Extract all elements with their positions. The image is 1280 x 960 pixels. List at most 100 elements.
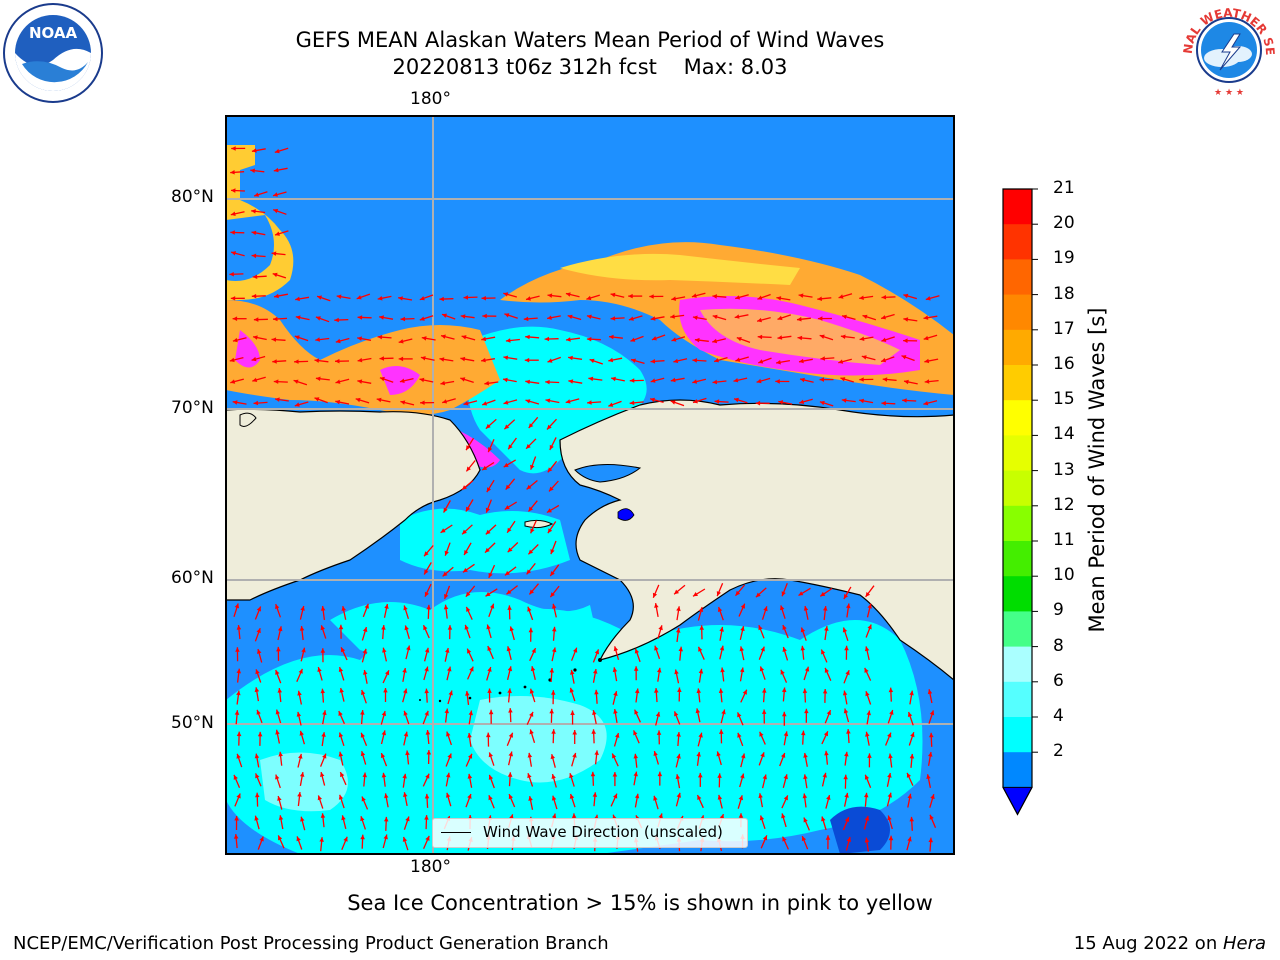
wave-arrow-head bbox=[881, 295, 887, 300]
wave-arrow-head bbox=[467, 773, 473, 779]
noaa-logo: NOAA bbox=[2, 2, 104, 104]
wave-arrow-head bbox=[551, 690, 556, 695]
wave-arrow-head bbox=[297, 690, 302, 696]
wave-arrow-head bbox=[633, 753, 638, 759]
wave-arrow-head bbox=[777, 315, 783, 321]
wave-arrow-head bbox=[504, 313, 510, 318]
wave-arrow-head bbox=[424, 591, 429, 597]
wave-arrow-head bbox=[887, 732, 892, 738]
wave-arrow-head bbox=[252, 274, 258, 279]
wave-arrow-head bbox=[881, 337, 887, 342]
wave-arrow-head bbox=[485, 592, 491, 597]
wave-arrow-head bbox=[696, 751, 701, 757]
wave-arrow-head bbox=[484, 381, 490, 386]
wave-arrow-head bbox=[504, 570, 510, 576]
wave-arrow-head bbox=[565, 399, 571, 404]
wave-arrow-head bbox=[633, 771, 638, 777]
wave-arrow-head bbox=[859, 398, 864, 404]
wave-arrow-head bbox=[439, 357, 445, 362]
wave-arrow-head bbox=[231, 251, 236, 256]
wave-arrow-head bbox=[231, 146, 236, 151]
wave-arrow-head bbox=[442, 313, 447, 318]
wave-arrow-head bbox=[714, 399, 720, 404]
wave-arrow-head bbox=[321, 732, 326, 737]
wave-arrow-head bbox=[301, 647, 306, 653]
wave-arrow-head bbox=[252, 377, 258, 382]
wave-arrow-head bbox=[529, 711, 534, 717]
wave-arrow-head bbox=[889, 710, 894, 715]
wave-arrow-head bbox=[719, 729, 724, 734]
wave-arrow-head bbox=[334, 317, 339, 323]
wave-arrow-head bbox=[735, 295, 741, 300]
wave-arrow-head bbox=[341, 815, 346, 821]
wave-arrow-head bbox=[338, 711, 343, 716]
wave-arrow-head bbox=[592, 792, 598, 797]
wave-arrow-head bbox=[273, 192, 278, 197]
map-subtitle: 20220813 t06z 312h fcst Max: 8.03 bbox=[0, 54, 1180, 81]
wave-arrow-head bbox=[736, 337, 742, 342]
wave-arrow-head bbox=[861, 355, 867, 360]
wave-arrow-head bbox=[463, 295, 468, 300]
wave-arrow-head bbox=[612, 667, 618, 673]
wave-arrow-head bbox=[440, 528, 446, 533]
wave-arrow-head bbox=[320, 648, 326, 653]
wave-arrow-head bbox=[820, 591, 826, 597]
wave-arrow-head bbox=[421, 336, 427, 341]
wave-arrow-head bbox=[612, 772, 618, 777]
wave-arrow-head bbox=[488, 795, 493, 801]
wave-arrow-head bbox=[782, 625, 787, 630]
colorbar-bin bbox=[1003, 576, 1032, 612]
wave-arrow-head bbox=[608, 402, 614, 407]
wave-arrow-head bbox=[357, 336, 362, 341]
wave-arrow-head bbox=[698, 772, 703, 778]
wave-arrow-head bbox=[460, 356, 466, 362]
wave-arrow-head bbox=[549, 486, 554, 492]
wave-arrow-head bbox=[466, 466, 471, 472]
wave-arrow-head bbox=[361, 690, 366, 695]
wave-arrow-head bbox=[275, 729, 280, 735]
wave-arrow-head bbox=[657, 771, 663, 777]
wave-arrow-head bbox=[508, 708, 513, 713]
wave-arrow-head bbox=[379, 315, 384, 320]
wave-arrow-head bbox=[840, 377, 846, 382]
wave-arrow-head bbox=[864, 667, 869, 673]
wave-arrow-head bbox=[547, 467, 553, 473]
wave-arrow-head bbox=[881, 315, 886, 320]
wave-arrow-head bbox=[758, 625, 763, 631]
wave-arrow-head bbox=[376, 397, 382, 403]
wave-arrow-head bbox=[360, 751, 366, 757]
wave-arrow-head bbox=[230, 379, 236, 384]
wave-arrow-head bbox=[524, 357, 530, 363]
colorbar-tick-label: 20 bbox=[1053, 213, 1075, 234]
map-frame bbox=[225, 115, 955, 855]
wave-arrow-head bbox=[508, 444, 513, 450]
wave-arrow-head bbox=[845, 670, 850, 676]
wave-arrow-head bbox=[425, 835, 430, 841]
wave-arrow-head bbox=[780, 669, 785, 675]
wave-arrow-head bbox=[571, 813, 577, 818]
wave-arrow-head bbox=[314, 397, 320, 402]
wave-arrow-head bbox=[232, 316, 238, 321]
wave-arrow-head bbox=[733, 378, 739, 383]
wave-arrow-head bbox=[490, 603, 495, 609]
wave-arrow-head bbox=[757, 334, 763, 340]
wave-arrow-head bbox=[717, 794, 723, 800]
wave-arrow-head bbox=[273, 379, 279, 384]
wave-arrow-head bbox=[652, 592, 658, 598]
wave-arrow-head bbox=[276, 646, 281, 652]
wave-arrow-head bbox=[338, 732, 344, 738]
wave-arrow-head bbox=[275, 397, 280, 402]
wave-arrow-head bbox=[740, 773, 745, 779]
wave-arrow-head bbox=[381, 625, 386, 630]
footer-machine: Hera bbox=[1222, 933, 1266, 954]
wave-arrow-head bbox=[717, 773, 722, 778]
wave-arrow-head bbox=[910, 732, 915, 738]
wave-arrow-head bbox=[651, 336, 657, 341]
wave-arrow-head bbox=[338, 667, 344, 672]
wave-arrow-head bbox=[842, 627, 848, 633]
wave-arrow-head bbox=[670, 400, 676, 405]
wave-arrow-head bbox=[844, 817, 850, 822]
wave-arrow-head bbox=[362, 648, 367, 654]
wave-arrow-head bbox=[780, 605, 785, 611]
wave-arrow-head bbox=[567, 314, 573, 319]
